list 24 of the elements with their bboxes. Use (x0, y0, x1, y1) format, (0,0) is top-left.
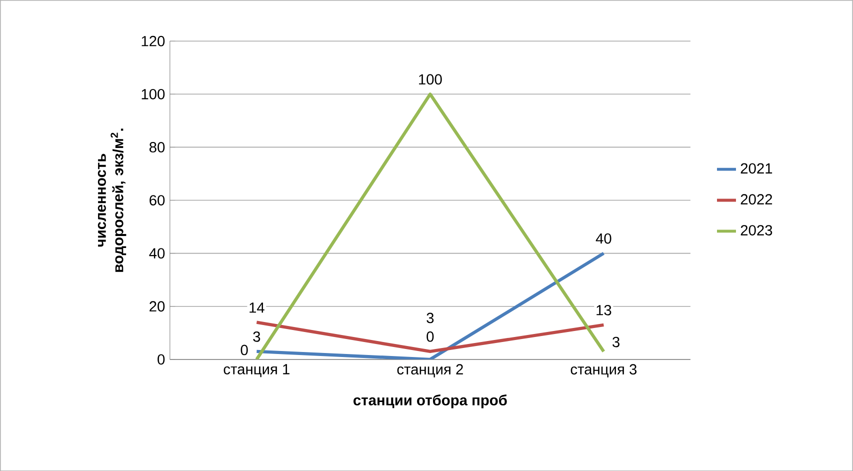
y-tick-label: 80 (149, 142, 165, 152)
data-label: 3 (612, 336, 620, 348)
data-label: 14 (250, 302, 264, 313)
data-label: 3 (426, 312, 434, 324)
data-label: 13 (596, 304, 612, 316)
x-tick-label: станция 2 (397, 364, 463, 378)
data-label: 100 (419, 74, 442, 84)
legend-label: 2023 (740, 224, 772, 236)
y-tick-label: 100 (142, 88, 165, 100)
y-tick-label: 0 (158, 354, 165, 364)
data-label: 0 (240, 344, 248, 356)
x-axis-title: станции отбора проб (354, 394, 507, 408)
legend-label: 2021 (740, 163, 772, 174)
y-tick-label: 60 (150, 194, 165, 206)
data-label: 0 (426, 331, 434, 342)
data-label: 40 (596, 233, 612, 244)
y-tick-label: 120 (142, 36, 165, 46)
x-tick-label: станция 1 (224, 364, 290, 378)
y-tick-label: 20 (150, 301, 165, 312)
x-tick-label: станция 3 (570, 364, 637, 378)
data-label: 3 (253, 331, 260, 342)
legend-label: 2022 (740, 194, 772, 204)
y-tick-label: 40 (149, 248, 165, 258)
y-axis-title: численность водорослей, экз/м$^{2}$. (98, 128, 126, 272)
